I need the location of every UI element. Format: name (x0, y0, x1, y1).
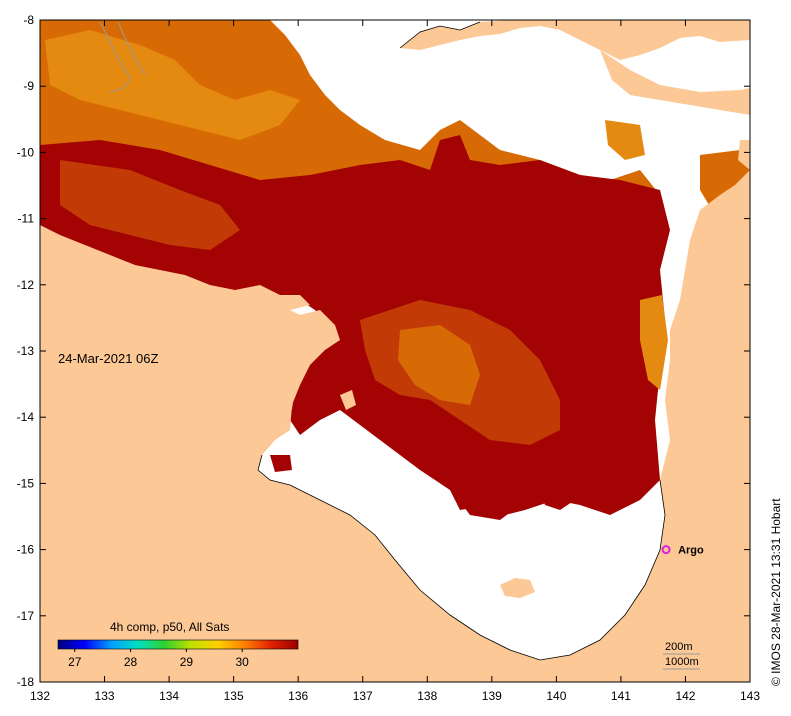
contour-1000m (117, 21, 146, 76)
coastline-gulf (257, 454, 666, 661)
lon-tick-label: 133 (95, 689, 115, 703)
lat-tick-label: -17 (17, 609, 35, 623)
lon-tick-label: 142 (675, 689, 695, 703)
contour-legend: 200m 1000m (663, 641, 700, 670)
sst-region-ne-patch (605, 120, 645, 160)
lat-tick-label: -11 (18, 212, 35, 226)
lat-tick-label: -14 (17, 410, 35, 424)
lon-tick-label: 143 (740, 689, 760, 703)
lat-tick-label: -16 (17, 543, 35, 557)
colorbar-title: 4h comp, p50, All Sats (110, 620, 229, 634)
coastline-png (399, 21, 481, 49)
longitude-axis: 132 133 134 135 136 137 138 139 140 141 142 143 (30, 20, 760, 703)
land-torres-south-png (600, 50, 750, 115)
sst-region-south-patch-2 (540, 485, 575, 510)
lat-tick-label: -12 (17, 278, 35, 292)
colorbar: 4h comp, p50, All Sats 27 28 29 30 (57, 620, 299, 669)
sst-region-south-patch (455, 485, 520, 520)
land-layer (40, 20, 750, 682)
argo-float-icon (661, 545, 671, 555)
sst-region-west-patch (270, 455, 292, 472)
lat-tick-label: -15 (17, 476, 35, 490)
contour-200m (99, 21, 130, 93)
lon-tick-label: 136 (288, 689, 308, 703)
markers-layer: Argo (661, 545, 704, 557)
sst-region-west-mid (60, 160, 240, 250)
credit-label: © IMOS 28-Mar-2021 13:31 Hobart (769, 498, 783, 686)
lat-tick-label: -13 (17, 344, 35, 358)
lon-tick-label: 141 (611, 689, 631, 703)
land-gulf-inner-coast (40, 225, 310, 310)
lon-tick-label: 140 (546, 689, 566, 703)
land-mornington-island (500, 578, 535, 598)
colorbar-tick-label: 28 (124, 655, 138, 669)
lat-tick-label: -10 (17, 145, 35, 159)
lat-tick-label: -18 (17, 675, 35, 689)
bathymetry-contours (99, 21, 146, 93)
lon-tick-label: 137 (353, 689, 373, 703)
lat-tick-label: -9 (23, 79, 34, 93)
sst-region-east-coast-light (640, 295, 668, 390)
colorbar-ticks: 27 28 29 30 (68, 649, 249, 669)
sst-region-central-orange (398, 325, 480, 405)
land-cape-york-east (738, 140, 750, 170)
lon-tick-label: 132 (30, 689, 50, 703)
sst-region-north-light (45, 30, 300, 140)
date-label: 24-Mar-2021 06Z (58, 351, 158, 366)
colorbar-ramp (57, 639, 299, 650)
lon-tick-label: 139 (482, 689, 502, 703)
contour-legend-label-1000m: 1000m (665, 656, 699, 668)
lon-tick-label: 135 (224, 689, 244, 703)
colorbar-tick-label: 29 (180, 655, 194, 669)
colorbar-tick-label: 30 (236, 655, 250, 669)
colorbar-tick-label: 27 (68, 655, 82, 669)
lon-tick-label: 138 (417, 689, 437, 703)
land-new-guinea (400, 20, 750, 60)
map-plot-area (40, 20, 750, 682)
lon-tick-label: 134 (159, 689, 179, 703)
contour-legend-label-200m: 200m (665, 641, 693, 653)
argo-marker-label: Argo (678, 545, 704, 557)
latitude-axis: -8 -9 -10 -11 -12 -13 -14 -15 -16 -17 -18 (17, 13, 750, 689)
land-groote-islands (340, 390, 356, 410)
coastline-layer (257, 21, 666, 661)
lat-tick-label: -8 (23, 13, 34, 27)
